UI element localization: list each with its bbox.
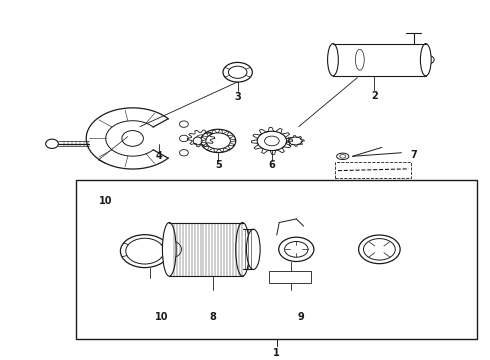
Ellipse shape <box>179 135 188 141</box>
Text: 3: 3 <box>234 91 241 102</box>
Ellipse shape <box>285 242 308 257</box>
Ellipse shape <box>364 239 395 260</box>
Circle shape <box>138 246 152 256</box>
Ellipse shape <box>206 133 230 149</box>
Ellipse shape <box>179 149 188 156</box>
Text: 10: 10 <box>99 196 113 206</box>
Circle shape <box>131 241 159 261</box>
Circle shape <box>266 137 278 145</box>
Ellipse shape <box>223 62 252 82</box>
Text: 6: 6 <box>269 160 275 170</box>
Circle shape <box>157 240 181 258</box>
Ellipse shape <box>265 136 279 146</box>
Ellipse shape <box>328 44 338 76</box>
Text: 9: 9 <box>298 312 305 322</box>
Ellipse shape <box>337 153 349 159</box>
Ellipse shape <box>121 235 169 267</box>
Bar <box>270 271 311 283</box>
Circle shape <box>196 135 206 142</box>
Circle shape <box>122 131 144 146</box>
Ellipse shape <box>246 229 260 270</box>
Bar <box>335 162 411 178</box>
Text: 5: 5 <box>215 160 221 170</box>
Ellipse shape <box>289 137 302 145</box>
Circle shape <box>46 139 58 148</box>
Ellipse shape <box>279 237 314 261</box>
Ellipse shape <box>179 121 188 127</box>
Ellipse shape <box>420 44 431 76</box>
Circle shape <box>422 55 434 64</box>
Text: 10: 10 <box>155 312 169 322</box>
Ellipse shape <box>126 238 164 264</box>
Text: 1: 1 <box>273 348 280 358</box>
Ellipse shape <box>257 131 287 150</box>
Circle shape <box>367 240 392 258</box>
Ellipse shape <box>200 129 236 153</box>
Ellipse shape <box>193 137 202 145</box>
Text: 8: 8 <box>210 312 217 322</box>
Ellipse shape <box>340 154 345 158</box>
Ellipse shape <box>359 235 400 264</box>
Circle shape <box>292 246 301 253</box>
Text: 4: 4 <box>156 151 163 161</box>
Ellipse shape <box>162 222 176 276</box>
Bar <box>76 180 477 339</box>
Ellipse shape <box>236 222 249 276</box>
Circle shape <box>211 136 225 146</box>
Text: 7: 7 <box>410 149 417 159</box>
Text: 2: 2 <box>371 90 378 100</box>
Ellipse shape <box>228 66 247 78</box>
Ellipse shape <box>355 49 364 70</box>
